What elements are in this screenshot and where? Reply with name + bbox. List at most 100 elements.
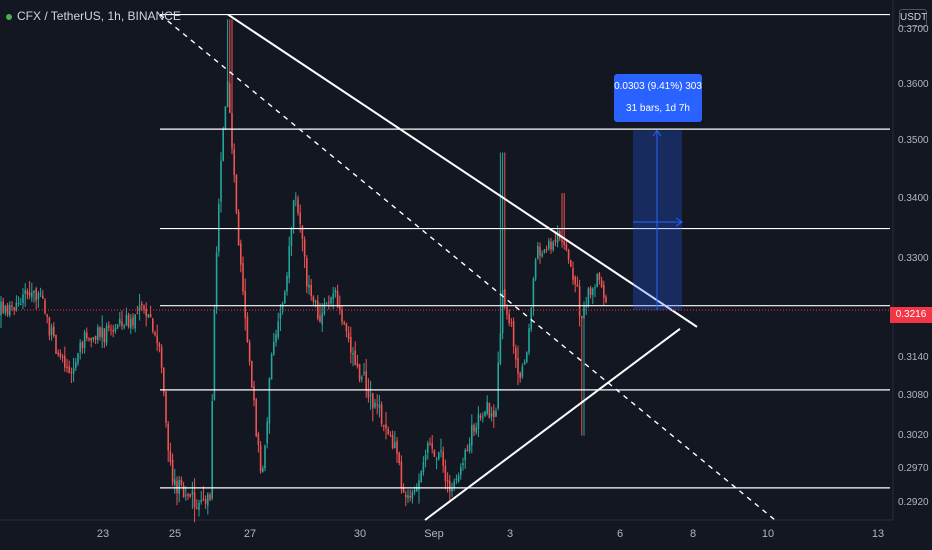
price-tick-label: 0.3600: [898, 78, 929, 90]
candle-body: [125, 314, 128, 326]
candle-body: [196, 507, 198, 509]
measure-group: [633, 129, 683, 311]
candle-body: [211, 401, 213, 499]
candle-body: [347, 332, 350, 340]
candle-body: [449, 481, 451, 492]
candle-body: [138, 305, 141, 311]
measure-right-arrowhead-icon: [675, 217, 683, 227]
candle-body: [321, 312, 323, 325]
candle-body: [433, 450, 436, 457]
candle-body: [72, 368, 75, 374]
candle-body: [405, 494, 407, 498]
candle-body: [233, 149, 235, 175]
candle-body: [532, 278, 535, 308]
candle-body: [235, 174, 238, 212]
candle-body: [248, 342, 251, 362]
price-tick-label: 0.3400: [898, 192, 929, 204]
candle-body: [152, 318, 154, 332]
candle-body: [374, 402, 376, 408]
candle-body: [495, 411, 497, 417]
candle-body: [328, 302, 330, 304]
symbol-header[interactable]: CFX / TetherUS, 1h, BINANCE: [6, 9, 181, 23]
candle-body: [20, 304, 22, 306]
candle-body: [242, 263, 244, 292]
candle-body: [83, 332, 86, 348]
candle-body: [497, 362, 499, 409]
time-tick-label: 30: [353, 528, 367, 540]
candle-body: [37, 293, 40, 299]
time-tick-label: 10: [761, 528, 775, 540]
candle-body: [262, 468, 264, 473]
candle-body: [409, 496, 411, 498]
candle-body: [134, 314, 136, 329]
candle-body: [193, 492, 196, 508]
candle-body: [244, 290, 246, 318]
candle-body: [182, 485, 185, 498]
price-tick-label: 0.3500: [898, 135, 929, 147]
candle-body: [253, 386, 255, 401]
candle-body: [552, 241, 554, 251]
candle-body: [275, 334, 277, 343]
candle-body: [28, 292, 31, 296]
candle-body: [123, 326, 125, 328]
candle-body: [112, 330, 114, 332]
candles-group: [0, 19, 607, 523]
candle-body: [561, 239, 563, 243]
candle-body: [308, 284, 310, 288]
candle-body: [504, 289, 506, 306]
candle-body: [605, 296, 607, 303]
candle-body: [70, 372, 73, 374]
candle-body: [334, 290, 337, 293]
candle-body: [394, 442, 396, 448]
candle-body: [165, 391, 167, 423]
candle-body: [444, 466, 447, 481]
candle-body: [471, 424, 473, 445]
candle-body: [46, 314, 48, 317]
candle-body: [589, 287, 592, 295]
candle-body: [484, 411, 486, 417]
candle-body: [31, 292, 33, 298]
candle-body: [330, 297, 332, 304]
candle-body: [127, 314, 130, 327]
candle-body: [429, 443, 431, 445]
candle-body: [81, 342, 84, 349]
candle-body: [464, 450, 466, 461]
candle-body: [171, 459, 174, 483]
candle-body: [413, 490, 416, 492]
candle-body: [207, 494, 209, 506]
candle-body: [512, 321, 515, 347]
candle-body: [354, 350, 356, 365]
candle-body: [462, 463, 464, 466]
candle-body: [539, 247, 541, 256]
candle-body: [169, 451, 172, 462]
candle-body: [479, 415, 482, 418]
candle-body: [391, 435, 394, 448]
candle-body: [378, 404, 381, 408]
candle-body: [440, 450, 442, 452]
candle-body: [369, 394, 372, 396]
candle-body: [79, 342, 81, 353]
candle-body: [33, 291, 35, 293]
candle-body: [431, 443, 433, 449]
candle-body: [0, 301, 2, 316]
candle-body: [361, 376, 363, 379]
candle-body: [132, 317, 134, 326]
candle-body: [352, 352, 354, 355]
candle-body: [473, 424, 475, 432]
candle-body: [147, 314, 150, 317]
candle-body: [372, 393, 374, 408]
candle-body: [530, 307, 532, 330]
candle-body: [97, 327, 99, 340]
candle-body: [44, 300, 46, 314]
candle-body: [598, 273, 601, 281]
candle-body: [592, 288, 594, 296]
candle-body: [306, 258, 308, 287]
candle-body: [581, 316, 583, 319]
currency-badge[interactable]: USDT: [899, 9, 927, 27]
candle-body: [279, 312, 282, 319]
candle-body: [191, 490, 194, 495]
candle-body: [416, 486, 418, 491]
candle-body: [341, 309, 343, 322]
candle-body: [567, 249, 570, 260]
